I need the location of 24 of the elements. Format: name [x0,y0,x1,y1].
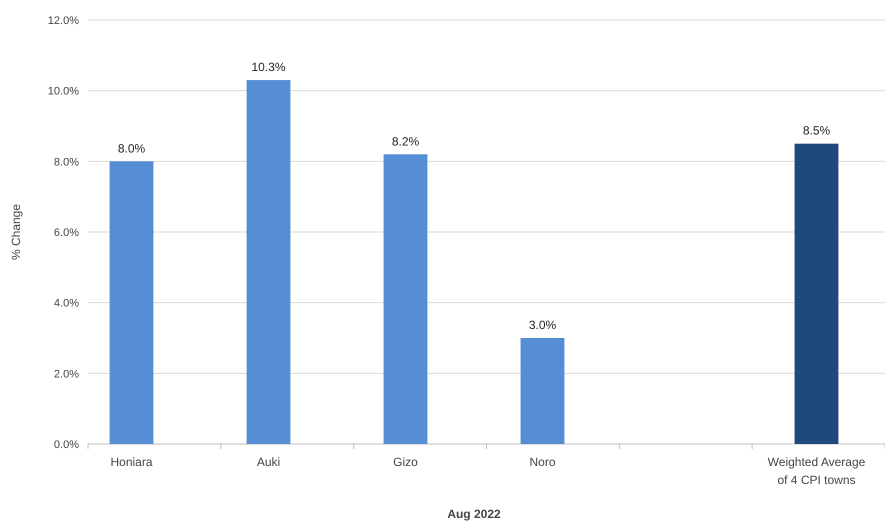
x-tick-label: Weighted Average of 4 CPI towns [768,455,866,487]
bar [110,161,154,444]
y-tick-label: 8.0% [54,156,80,168]
y-tick-label: 2.0% [54,368,80,380]
data-label: 3.0% [528,318,556,332]
y-tick-label: 4.0% [54,298,80,310]
data-label: 8.2% [392,134,420,148]
data-label: 8.0% [118,141,146,156]
y-tick-label: 6.0% [54,227,80,239]
x-tick-label: Honiara [110,455,153,469]
bar [384,154,428,444]
y-axis-title: % Change [9,204,23,260]
data-label: 8.5% [802,124,830,138]
x-tick-label: Gizo [393,455,418,469]
y-tick-label: 0.0% [54,439,80,451]
y-tick-label: 12.0% [48,15,80,27]
x-axis-title: Aug 2022 [447,507,501,521]
data-label: 10.3% [251,60,286,74]
bar [794,144,838,444]
y-tick-label: 10.0% [48,86,80,98]
x-tick-label: Auki [256,455,280,469]
bar [246,80,290,444]
x-tick-label: Noro [529,455,556,469]
bar [520,338,564,444]
